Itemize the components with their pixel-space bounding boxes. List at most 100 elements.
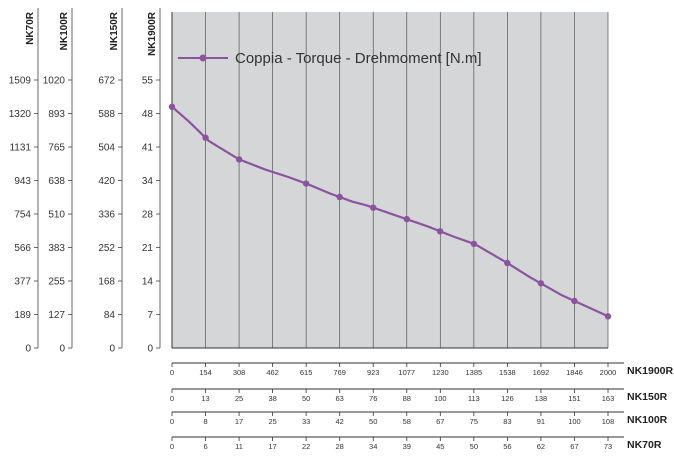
x-tick-label: 0 [170,417,174,426]
y-tick-label: 943 [14,176,31,187]
y-tick-label: 127 [48,310,65,321]
y-tick-label: 1131 [9,143,31,154]
x-tick-label: 67 [570,442,578,451]
x-tick-label: 108 [602,417,615,426]
x-tick-label: 0 [170,442,174,451]
x-axis-title: NK100R [627,414,668,426]
x-tick-label: 1538 [499,368,516,377]
x-tick-label: 100 [434,394,447,403]
y-tick-label: 765 [48,143,65,154]
y-axis-nk1900r: NK1900R 55 48 41 34 28 21 14 7 0 [142,8,161,355]
x-tick-label: 2000 [600,368,617,377]
y-axis-nk70r: NK70R 1509 1320 1131 943 754 566 377 189 0 [9,8,39,355]
x-tick-label: 138 [535,394,548,403]
x-axes: 0 154 308 462 615 769 923 1077 1230 1385 1538 1692 1… [170,362,674,451]
y-tick-label: 672 [98,76,115,87]
x-tick-label: 25 [268,417,276,426]
x-tick-label: 0 [170,368,174,377]
data-point [537,280,545,287]
x-tick-label: 163 [602,394,615,403]
y-tick-label: 1509 [9,76,32,87]
x-tick-label: 100 [568,417,581,426]
y-tick-label: 383 [48,243,65,254]
y-tick-label: 14 [142,277,154,288]
y-axis-nk100r: NK100R 1020 893 765 638 510 383 255 127 0 [43,8,73,355]
x-axis-nk1900r-0: 0 154 308 462 615 769 923 1077 1230 1385 1538 1692 1… [170,362,674,377]
data-point [604,313,612,320]
y-tick-label: 0 [59,344,65,355]
legend-marker [199,54,207,62]
x-tick-label: 308 [233,368,246,377]
x-tick-label: 73 [604,442,612,451]
y-tick-label: 189 [14,310,31,321]
y-axis-nk150r: NK150R 672 588 504 420 336 252 168 84 0 [98,8,123,355]
y-tick-label: 255 [48,277,65,288]
y-tick-label: 252 [98,243,115,254]
x-tick-label: 91 [537,417,545,426]
x-tick-label: 75 [470,417,478,426]
x-axis-nk100r-2: 0 8 17 25 33 42 50 58 67 75 83 91 100 108 NK100R [170,411,668,426]
data-point [202,134,209,141]
data-point [168,103,176,111]
y-tick-label: 510 [48,210,65,221]
data-point [302,180,310,187]
y-tick-label: 377 [14,277,31,288]
legend: Coppia - Torque - Drehmoment [N.m] [178,50,481,67]
y-tick-label: 588 [98,109,115,120]
y-axis-title: NK70R [25,11,36,45]
y-tick-label: 1320 [9,109,32,120]
x-tick-label: 154 [199,368,212,377]
y-axis-title: NK1900R [147,11,158,56]
y-axes: NK70R 1509 1320 1131 943 754 566 377 189 0 NK100R 1… [9,8,161,355]
y-tick-label: 0 [25,344,31,355]
x-tick-label: 56 [503,442,511,451]
x-tick-label: 28 [336,442,344,451]
y-tick-label: 41 [142,143,154,154]
vertical-grid [171,12,609,349]
x-tick-label: 615 [300,368,313,377]
series-layer [168,103,612,320]
x-tick-label: 62 [537,442,545,451]
x-tick-label: 34 [369,442,377,451]
y-tick-label: 48 [142,109,154,120]
x-axis-title: NK70R [627,439,662,451]
y-tick-label: 7 [147,310,153,321]
x-tick-label: 462 [266,368,279,377]
x-tick-label: 0 [170,394,174,403]
x-tick-label: 17 [268,442,276,451]
y-tick-label: 420 [98,176,115,187]
x-tick-label: 151 [568,394,581,403]
y-tick-label: 0 [109,344,115,355]
y-tick-label: 893 [48,109,65,120]
x-axis-title: NK1900R [627,365,674,377]
series-line [171,105,609,318]
y-tick-label: 84 [104,310,116,321]
x-tick-label: 39 [403,442,411,451]
legend-label: Coppia - Torque - Drehmoment [N.m] [235,50,481,67]
data-point [235,156,243,163]
x-tick-label: 1077 [398,368,415,377]
y-tick-label: 168 [98,277,115,288]
x-tick-label: 11 [235,442,243,451]
x-tick-label: 17 [235,417,243,426]
x-tick-label: 1230 [432,368,449,377]
plot-area [172,12,608,348]
data-point [571,297,578,305]
y-tick-label: 638 [48,176,65,187]
x-tick-label: 83 [503,417,511,426]
y-tick-label: 754 [14,210,31,221]
x-tick-label: 67 [436,417,444,426]
x-tick-label: 1692 [533,368,550,377]
x-tick-label: 6 [203,442,207,451]
x-tick-label: 769 [333,368,346,377]
y-tick-label: 336 [98,210,115,221]
x-tick-label: 22 [302,442,310,451]
x-axis-nk150r-1: 0 13 25 38 50 63 76 88 100 113 126 138 151 163 NK150R [170,388,668,403]
data-point [370,204,377,211]
data-point [504,259,511,267]
x-tick-label: 923 [367,368,380,377]
y-axis-title: NK100R [59,11,70,50]
x-tick-label: 113 [468,394,480,403]
y-axis-title: NK150R [109,11,120,50]
